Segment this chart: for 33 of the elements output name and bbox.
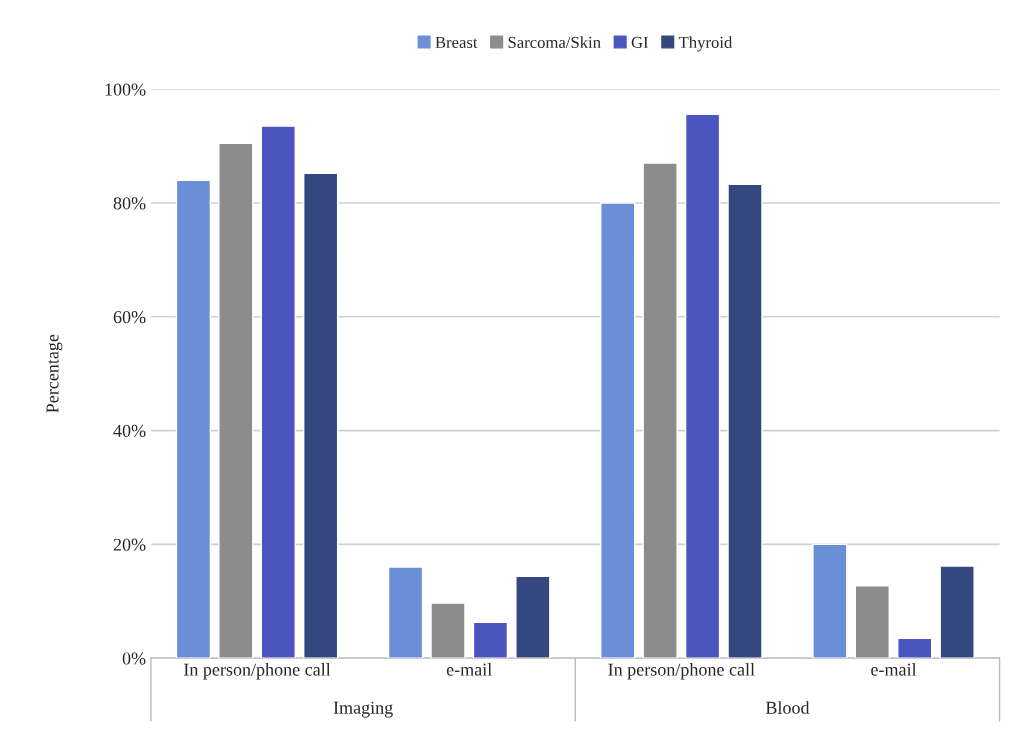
y-tick-label: 100%	[105, 83, 146, 96]
bar	[472, 621, 509, 659]
y-tick-label: 0%	[122, 652, 146, 665]
text: Blood	[765, 701, 810, 714]
bar	[684, 113, 721, 659]
bar	[600, 202, 636, 659]
bar	[897, 637, 933, 659]
x-tick-label: In person/phone call	[608, 663, 755, 680]
y-tick-label: 40%	[113, 424, 146, 438]
legend-label: Breast	[435, 36, 478, 48]
y-axis-title: Percentage	[46, 334, 63, 413]
y-tick-label: 60%	[113, 311, 146, 324]
bar	[430, 602, 466, 659]
bar	[812, 543, 848, 659]
bar	[939, 565, 975, 659]
bar	[727, 183, 763, 659]
text: Imaging	[333, 701, 393, 718]
bar	[175, 179, 212, 659]
bar	[218, 142, 254, 659]
bar	[387, 566, 424, 659]
bar	[303, 172, 339, 659]
legend-label: Sarcoma/Skin	[508, 36, 601, 48]
x-tick-label: e-mail	[871, 663, 917, 676]
bar	[642, 162, 678, 659]
bar	[515, 575, 551, 659]
x-tick-label: e-mail	[446, 663, 492, 676]
legend-label: Thyroid	[678, 36, 733, 52]
bar	[854, 585, 890, 659]
y-tick-label: 20%	[113, 538, 146, 551]
x-tick-label: In person/phone call	[183, 663, 331, 680]
y-tick-label: 80%	[113, 197, 146, 210]
legend-label: GI	[631, 36, 649, 48]
bar	[260, 125, 296, 659]
